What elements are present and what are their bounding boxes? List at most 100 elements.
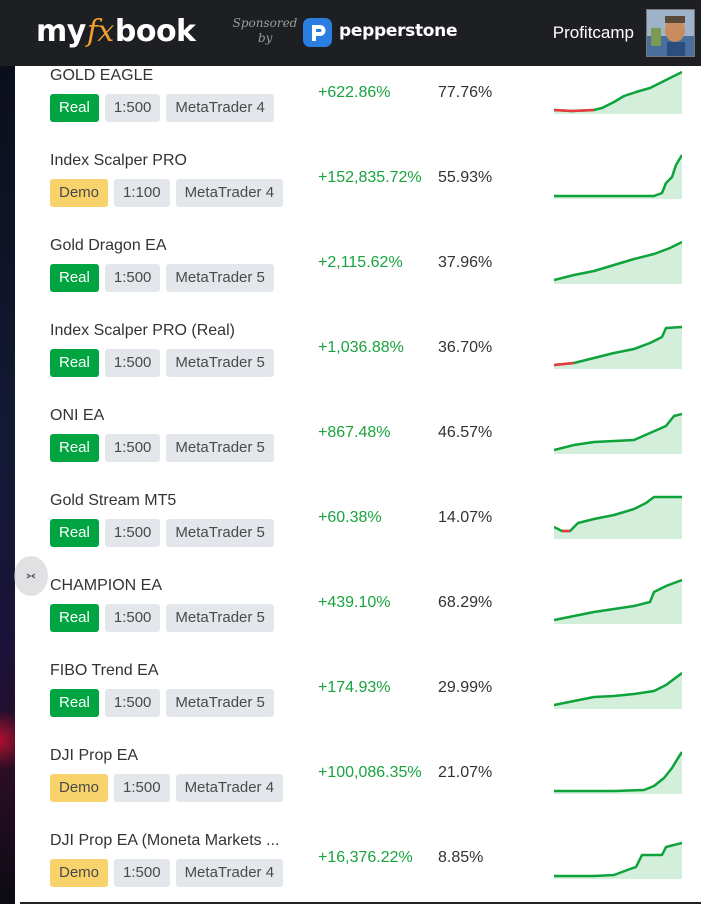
left-background-strip [0, 66, 15, 904]
gain-value: +174.93% [318, 679, 391, 696]
system-row[interactable]: Gold Stream MT5 Real 1:500 MetaTrader 5 +60.… [20, 492, 701, 578]
gain-value: +152,835.72% [318, 169, 422, 186]
system-name[interactable]: FIBO Trend EA [50, 662, 159, 679]
system-row[interactable]: DJI Prop EA (Moneta Markets ... Demo 1:500… [20, 832, 701, 904]
leverage-badge: 1:500 [104, 519, 161, 547]
drawdown-value: 21.07% [438, 764, 493, 781]
sparkline-area [554, 72, 682, 114]
sparkline-line [554, 154, 682, 198]
equity-sparkline[interactable] [554, 748, 682, 794]
system-row[interactable]: CHAMPION EA Real 1:500 MetaTrader 5 +439.10%… [20, 577, 701, 663]
platform-badge: MetaTrader 5 [166, 349, 274, 377]
badge-group: Real 1:500 MetaTrader 5 [50, 264, 274, 292]
pepperstone-icon[interactable] [303, 18, 332, 47]
account-type-badge: Real [50, 349, 99, 377]
system-row[interactable]: Index Scalper PRO (Real) Real 1:500 MetaTra… [20, 322, 701, 408]
gain-value: +439.10% [318, 594, 391, 611]
avatar[interactable] [646, 9, 695, 57]
equity-sparkline[interactable] [554, 408, 682, 454]
drawdown-value: 29.99% [438, 679, 493, 696]
equity-sparkline[interactable] [554, 833, 682, 879]
system-name[interactable]: GOLD EAGLE [50, 67, 154, 84]
system-row[interactable]: Index Scalper PRO Demo 1:100 MetaTrader 4 +1… [20, 152, 701, 238]
leverage-badge: 1:500 [114, 774, 170, 802]
equity-sparkline[interactable] [554, 578, 682, 624]
platform-badge: MetaTrader 5 [166, 264, 274, 292]
account-type-badge: Real [50, 434, 99, 462]
sparkline-negative-segment [554, 361, 575, 367]
badge-group: Real 1:500 MetaTrader 5 [50, 349, 274, 377]
equity-sparkline[interactable] [554, 238, 682, 284]
drawdown-value: 37.96% [438, 254, 493, 271]
platform-badge: MetaTrader 4 [175, 179, 284, 207]
account-type-badge: Real [50, 689, 99, 717]
sparkline-area [554, 155, 682, 199]
equity-sparkline[interactable] [554, 153, 682, 199]
account-type-badge: Demo [50, 179, 109, 207]
resize-handle-icon[interactable] [14, 556, 48, 596]
account-type-badge: Real [50, 519, 99, 547]
system-name[interactable]: CHAMPION EA [50, 577, 163, 594]
leverage-badge: 1:500 [104, 94, 161, 122]
sparkline-negative-segment [554, 108, 595, 113]
equity-sparkline[interactable] [554, 493, 682, 539]
equity-sparkline[interactable] [554, 323, 682, 369]
system-name[interactable]: Index Scalper PRO (Real) [50, 322, 235, 339]
system-row[interactable]: Gold Dragon EA Real 1:500 MetaTrader 5 +2,11… [20, 237, 701, 323]
badge-group: Real 1:500 MetaTrader 5 [50, 519, 274, 547]
systems-list: GOLD EAGLE Real 1:500 MetaTrader 4 +622.86% 7… [20, 66, 701, 904]
system-name[interactable]: DJI Prop EA [50, 747, 139, 764]
platform-badge: MetaTrader 5 [166, 519, 274, 547]
system-name[interactable]: Gold Dragon EA [50, 237, 167, 254]
account-type-badge: Real [50, 264, 99, 292]
sparkline-area [554, 414, 682, 454]
leverage-badge: 1:500 [104, 689, 161, 717]
sparkline-area [554, 673, 682, 709]
gain-value: +100,086.35% [318, 764, 422, 781]
leverage-badge: 1:500 [104, 604, 161, 632]
sparkline-area [554, 497, 682, 539]
account-type-badge: Demo [50, 859, 109, 887]
leverage-badge: 1:500 [104, 349, 161, 377]
sparkline-line [554, 240, 682, 282]
system-name[interactable]: DJI Prop EA (Moneta Markets ... [50, 832, 280, 849]
sponsored-line1: Sponsored [232, 16, 298, 30]
platform-badge: MetaTrader 5 [166, 434, 274, 462]
badge-group: Real 1:500 MetaTrader 5 [50, 689, 274, 717]
list-bottom-border [20, 902, 701, 904]
system-name[interactable]: Gold Stream MT5 [50, 492, 177, 509]
platform-badge: MetaTrader 4 [166, 94, 274, 122]
sparkline-area [554, 327, 682, 369]
system-row[interactable]: ONI EA Real 1:500 MetaTrader 5 +867.48% 46.57… [20, 407, 701, 493]
leverage-badge: 1:100 [114, 179, 170, 207]
username[interactable]: Profitcamp [552, 23, 634, 42]
account-type-badge: Real [50, 604, 99, 632]
sponsor-name[interactable]: pepperstone [339, 21, 458, 41]
equity-sparkline[interactable] [554, 68, 682, 114]
sparkline-line [554, 751, 682, 793]
platform-badge: MetaTrader 4 [175, 859, 284, 887]
sponsored-line2: by [258, 31, 273, 45]
badge-group: Real 1:500 MetaTrader 5 [50, 604, 274, 632]
system-row[interactable]: GOLD EAGLE Real 1:500 MetaTrader 4 +622.86% 7… [20, 67, 701, 153]
drawdown-value: 55.93% [438, 169, 493, 186]
drawdown-value: 68.29% [438, 594, 493, 611]
badge-group: Real 1:500 MetaTrader 5 [50, 434, 274, 462]
gain-value: +16,376.22% [318, 849, 413, 866]
sparkline-area [554, 843, 682, 879]
leverage-badge: 1:500 [104, 434, 161, 462]
badge-group: Demo 1:500 MetaTrader 4 [50, 774, 284, 802]
sparkline-line [554, 672, 682, 707]
platform-badge: MetaTrader 5 [166, 604, 274, 632]
myfxbook-logo[interactable]: my fx book [36, 14, 196, 52]
equity-sparkline[interactable] [554, 663, 682, 709]
sparkline-line [554, 841, 682, 878]
drawdown-value: 8.85% [438, 849, 484, 866]
leverage-badge: 1:500 [104, 264, 161, 292]
system-row[interactable]: DJI Prop EA Demo 1:500 MetaTrader 4 +100,086… [20, 747, 701, 833]
system-row[interactable]: FIBO Trend EA Real 1:500 MetaTrader 5 +174.9… [20, 662, 701, 748]
gain-value: +622.86% [318, 84, 391, 101]
gain-value: +2,115.62% [318, 254, 403, 271]
system-name[interactable]: Index Scalper PRO [50, 152, 187, 169]
system-name[interactable]: ONI EA [50, 407, 105, 424]
